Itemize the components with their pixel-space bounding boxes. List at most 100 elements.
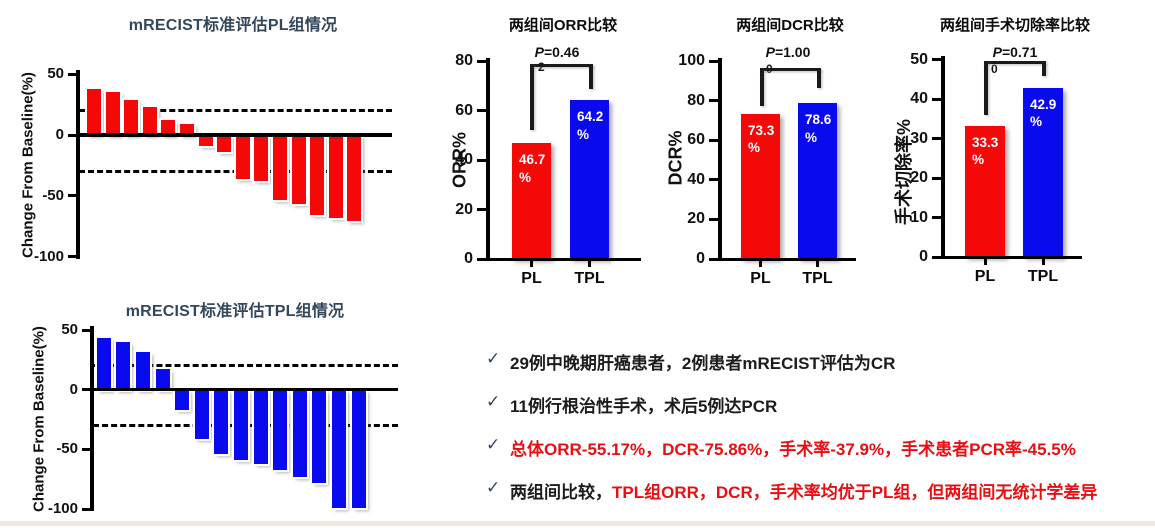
y-tick-label: -50 (42, 186, 64, 204)
significance-bracket-left-leg (530, 65, 534, 130)
y-tick-label: 10 (910, 208, 928, 226)
y-axis-tick (82, 328, 91, 332)
y-tick-label: 40 (910, 90, 928, 108)
bar-value-label: 78.6 % (805, 112, 832, 145)
check-icon: ✓ (486, 478, 501, 497)
bullet-item: 两组间比较，TPL组ORR，DCR，手术率均优于PL组，但两组间无统计学差异 (510, 478, 1097, 503)
significance-bracket-top (984, 60, 1046, 64)
x-axis-line (941, 255, 1082, 259)
category-label: TPL (1027, 268, 1059, 285)
resection-chart-title: 两组间手术切除率比较 (939, 17, 1090, 34)
dcr-p-value-label: P=1.00 (743, 44, 833, 60)
y-axis-tick (709, 59, 719, 63)
waterfall-bar (331, 389, 346, 508)
y-axis-line (486, 58, 490, 261)
waterfall-bar (273, 135, 287, 200)
y-tick-label: 80 (455, 52, 473, 69)
waterfall-bar (87, 88, 101, 135)
bullet-text-segment: 11例行根治性手术，术后5例达PCR (510, 397, 778, 416)
significance-bracket-left-leg (760, 69, 764, 106)
y-axis-tick (932, 255, 942, 259)
y-axis-tick (477, 208, 487, 211)
pl-waterfall-title: mRECIST标准评估PL组情况 (128, 17, 338, 34)
orr-chart-title: 两组间ORR比较 (508, 17, 618, 34)
y-tick-label: 0 (696, 250, 705, 267)
category-label: PL (974, 268, 996, 285)
waterfall-bar (273, 389, 288, 470)
reference-line (79, 170, 392, 174)
category-label: TPL (574, 270, 605, 287)
reference-line (93, 364, 398, 368)
waterfall-bar (161, 120, 176, 135)
resection-p-value-label: P=0.71 (970, 44, 1060, 60)
p-value: =0.46 (543, 44, 580, 60)
y-tick-label: 0 (464, 250, 473, 267)
check-icon: ✓ (486, 435, 501, 454)
waterfall-bar (235, 135, 250, 179)
significance-bracket-right-leg (1042, 62, 1046, 76)
significance-bracket-right-leg (817, 69, 821, 88)
y-tick-label: -50 (56, 440, 78, 458)
waterfall-bar (328, 135, 343, 218)
x-axis-tick (1041, 259, 1045, 265)
bullet-item: 11例行根治性手术，术后5例达PCR (510, 392, 777, 417)
category-label: TPL (802, 270, 833, 287)
y-axis-line (76, 70, 80, 259)
bullet-text-segment: 总体ORR-55.17%，DCR-75.86%，手术率-37.9%，手术患者PC… (510, 440, 1076, 459)
tpl-waterfall-title: mRECIST标准评估TPL组情况 (125, 303, 345, 320)
waterfall-bar (214, 389, 229, 455)
significance-bracket-top (530, 63, 593, 67)
y-axis-tick (709, 178, 719, 182)
y-axis-tick (932, 216, 942, 220)
y-axis-line (941, 56, 945, 259)
check-icon: ✓ (486, 392, 501, 411)
waterfall-bar (292, 389, 307, 477)
y-tick-label: 20 (910, 169, 928, 187)
bullet-text-segment: 两组间比较， (510, 483, 612, 502)
waterfall-bar (253, 389, 268, 464)
y-axis-line (90, 326, 94, 511)
y-axis-tick (82, 388, 91, 392)
y-axis-tick (82, 447, 91, 451)
zero-line (93, 387, 398, 392)
bullet-text-segment: TPL组ORR，DCR，手术率均优于PL组，但两组间无统计学差异 (612, 483, 1098, 502)
waterfall-bar (312, 389, 327, 483)
waterfall-bar (310, 135, 325, 216)
orr-stray-character: 2 (538, 60, 545, 74)
y-tick-label: 40 (455, 151, 473, 168)
resection-stray-character: 0 (991, 62, 998, 76)
y-tick-label: 100 (678, 52, 705, 69)
waterfall-bar (217, 135, 232, 153)
y-axis-tick (932, 176, 942, 180)
y-axis-tick (68, 72, 77, 76)
y-tick-label: 20 (455, 200, 473, 218)
bottom-edge-strip (0, 521, 1155, 526)
p-symbol: P (992, 44, 1002, 60)
x-axis-line (484, 257, 641, 261)
zero-line (79, 133, 392, 137)
waterfall-bar (351, 389, 366, 508)
waterfall-bar (198, 135, 213, 146)
significance-bracket-right-leg (589, 65, 593, 89)
bar-value-label: 42.9 % (1030, 96, 1057, 130)
y-tick-label: 0 (919, 248, 928, 265)
waterfall-bar (105, 92, 120, 135)
y-axis-tick (932, 97, 942, 101)
y-tick-label: -100 (47, 500, 78, 518)
x-axis-tick (759, 261, 762, 267)
x-axis-line (712, 257, 856, 261)
y-axis-tick (68, 255, 77, 259)
waterfall-bar (142, 106, 157, 135)
y-tick-label: 60 (455, 101, 473, 119)
waterfall-bar (180, 124, 194, 135)
y-axis-tick (477, 158, 487, 162)
y-tick-label: 0 (55, 126, 64, 143)
bullet-text-segment: 29例中晚期肝癌患者，2例患者mRECIST评估为CR (510, 354, 896, 373)
y-axis-tick (477, 257, 487, 261)
y-tick-label: 50 (910, 50, 928, 68)
y-axis-tick (477, 59, 487, 63)
tpl-group-bar (1023, 87, 1063, 257)
bullet-item: 29例中晚期肝癌患者，2例患者mRECIST评估为CR (510, 349, 895, 374)
y-tick-label: 50 (47, 65, 64, 83)
y-tick-label: 60 (687, 131, 705, 149)
